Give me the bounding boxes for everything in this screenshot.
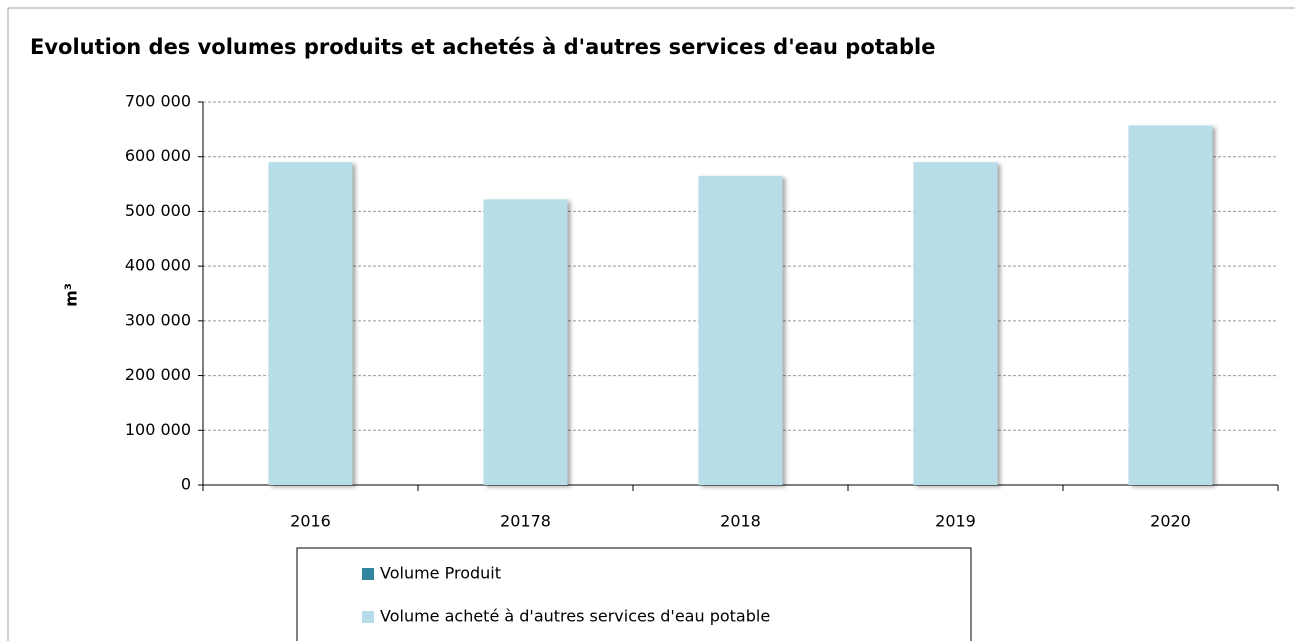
y-tick-label: 200 000 [125, 365, 191, 384]
y-axis-label: m³ [62, 283, 81, 307]
x-tick-label: 2018 [720, 512, 761, 531]
bar [698, 175, 783, 485]
x-tick-label: 2020 [1150, 512, 1191, 531]
x-tick-label: 2019 [935, 512, 976, 531]
legend [296, 547, 972, 641]
chart-frame [7, 7, 1295, 641]
x-tick-label: 20178 [500, 512, 551, 531]
y-tick-label: 300 000 [125, 310, 191, 329]
y-tick-label: 600 000 [125, 146, 191, 165]
legend-swatch [362, 611, 374, 623]
legend-label: Volume Produit [380, 564, 501, 583]
y-tick-label: 500 000 [125, 201, 191, 220]
bar [913, 162, 998, 485]
y-tick-label: 0 [181, 475, 191, 494]
chart-title: Evolution des volumes produits et acheté… [30, 35, 935, 59]
legend-label: Volume acheté à d'autres services d'eau … [380, 607, 770, 626]
bar [268, 162, 353, 485]
legend-swatch [362, 568, 374, 580]
bar [1128, 125, 1213, 485]
y-tick-label: 100 000 [125, 420, 191, 439]
y-tick-label: 400 000 [125, 256, 191, 275]
x-tick-label: 2016 [290, 512, 331, 531]
bar [483, 199, 568, 486]
y-tick-label: 700 000 [125, 92, 191, 111]
